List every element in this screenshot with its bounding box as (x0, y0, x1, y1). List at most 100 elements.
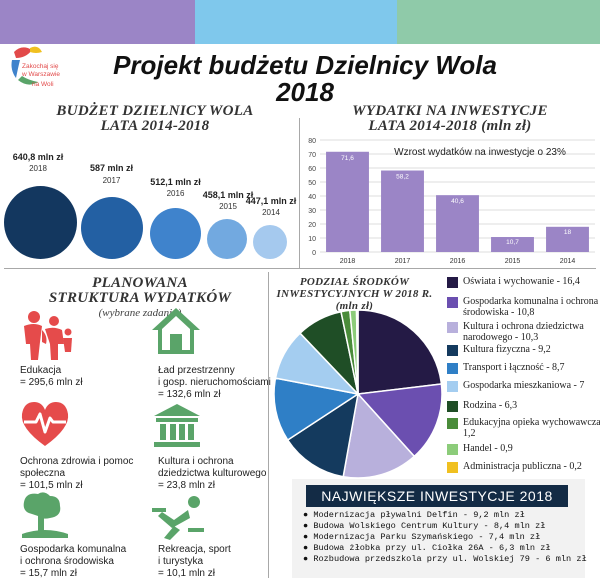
structure-label-line: i gosp. nieruchomościami (158, 377, 271, 388)
pie-legend-swatch (447, 418, 458, 429)
structure-label-line: = 295,6 mln zł (20, 377, 83, 388)
pie-legend-item: Gospodarka komunalna i ochrona środowisk… (447, 296, 600, 318)
structure-label-line: = 101,5 mln zł (20, 480, 83, 491)
investment-item: ● Rozbudowa przedszkola przy ul. Wolskie… (303, 554, 587, 564)
family-icon (24, 311, 72, 360)
budget-year-2016: 2016 (166, 189, 185, 198)
structure-label-spatial: Ład przestrzenny i gosp. nieruchomościam… (158, 365, 271, 401)
structure-label-line: Ład przestrzenny (158, 365, 235, 376)
largest-investments-list: ● Modernizacja pływalni Delfin - 9,2 mln… (303, 510, 587, 565)
bar-chart-title-line2: LATA 2014-2018 (mln zł) (368, 118, 532, 134)
pie-legend-swatch (447, 401, 458, 412)
structure-title-line1: PLANOWANA (92, 275, 188, 291)
svg-text:w Warszawie: w Warszawie (21, 71, 60, 78)
budget-value-2014: 447,1 mln zł (245, 196, 297, 206)
budget-year-2018: 2018 (29, 164, 47, 173)
pie-title-line3: (mln zł) (335, 300, 374, 312)
pie-title: PODZIAŁ ŚRODKÓW INWESTYCYJNYCH W 2018 R.… (272, 276, 437, 312)
pie-legend-item: Edukacyjna opieka wychowawcza - 1,2 (447, 417, 600, 439)
tree-icon (22, 492, 68, 538)
bar-category-label: 2014 (560, 258, 576, 265)
structure-label-line: = 10,1 mln zł (158, 568, 215, 579)
investment-item-text: Budowa żłobka przy ul. Ciołka 26A - 6,3 … (313, 543, 551, 553)
largest-investments-title: NAJWIĘKSZE INWESTYCJE 2018 (306, 485, 568, 507)
investment-pie-chart (273, 309, 443, 479)
pie-legend-item: Transport i łączność - 8,7 (447, 362, 600, 374)
budget-value-2015: 458,1 mln zł (202, 190, 254, 200)
pie-legend-label: Administracja publiczna - 0,2 (463, 461, 582, 472)
bar-chart-title: WYDATKI NA INWESTYCJE LATA 2014-2018 (ml… (310, 104, 590, 134)
wola-logo: Zakochaj się w Warszawie na Woli (11, 46, 60, 88)
pie-slice (355, 309, 359, 395)
top-color-band (0, 0, 600, 44)
pie-slice (286, 392, 360, 478)
house-icon (152, 308, 200, 354)
pie-slice (273, 377, 360, 442)
heart-pulse-icon (21, 402, 69, 446)
investment-item-text: Rozbudowa przedszkola przy ul. Wolskiej … (313, 554, 587, 564)
bar-ytick-label: 10 (308, 236, 316, 243)
pie-legend-item: Kultura fizyczna - 9,2 (447, 344, 600, 356)
investment-item-text: Modernizacja Parku Szymańskiego - 7,4 ml… (313, 532, 541, 542)
bar-value-label: 10,7 (506, 239, 519, 246)
structure-title: PLANOWANA STRUKTURA WYDATKÓW (20, 276, 260, 306)
pie-legend-swatch (447, 277, 458, 288)
bar-ytick-label: 20 (308, 222, 316, 229)
svg-text:na Woli: na Woli (32, 81, 54, 88)
pie-legend-swatch (447, 462, 458, 473)
structure-label-line: Gospodarka komunalna (20, 544, 127, 555)
structure-label-line: = 15,7 mln zł (20, 568, 77, 579)
pie-legend-label: Edukacyjna opieka wychowawcza - 1,2 (463, 417, 600, 439)
museum-icon (154, 404, 200, 447)
structure-subtitle: (wybrane zadania) (98, 307, 182, 319)
bar-2017 (381, 170, 424, 252)
pie-legend-item: Kultura i ochrona dziedzictwa narodowego… (447, 321, 600, 343)
bar-category-label: 2016 (450, 258, 466, 265)
budget-title: BUDŻET DZIELNICY WOLA LATA 2014-2018 (20, 104, 290, 134)
budget-year-2015: 2015 (219, 202, 237, 211)
budget-circle-2015 (207, 219, 247, 259)
investment-item-text: Modernizacja pływalni Delfin - 9,2 mln z… (313, 510, 525, 520)
pie-title-line2: INWESTYCYJNYCH W 2018 R. (276, 288, 433, 300)
structure-label-line: Ochrona zdrowia i pomoc (20, 456, 134, 467)
bar-ytick-label: 50 (308, 180, 316, 187)
budget-title-line1: BUDŻET DZIELNICY WOLA (56, 103, 254, 119)
bar-2015 (491, 237, 534, 252)
investment-item-text: Budowa Wolskiego Centrum Kultury - 8,4 m… (313, 521, 546, 531)
pie-legend-item: Handel - 0,9 (447, 443, 600, 455)
bar-2016 (436, 195, 479, 252)
main-title-line2: 2018 (276, 77, 334, 107)
pie-legend-item: Administracja publiczna - 0,2 (447, 461, 600, 473)
divider-vertical-top (299, 118, 300, 268)
structure-label-line: Edukacja (20, 365, 62, 376)
investment-item: ● Budowa żłobka przy ul. Ciołka 26A - 6,… (303, 543, 551, 553)
investment-item: ● Modernizacja pływalni Delfin - 9,2 mln… (303, 510, 525, 520)
band-purple (0, 0, 195, 44)
investment-bar-chart: 0 10 20 30 40 50 60 70 80 71,6 2018 58,2 2017 40,6 201… (308, 138, 595, 265)
bar-ytick-label: 80 (308, 138, 316, 145)
bar-2014 (546, 226, 589, 252)
pie-slice (357, 309, 443, 395)
main-title-line1: Projekt budżetu Dzielnicy Wola (113, 50, 497, 80)
pie-legend-label: Transport i łączność - 8,7 (463, 362, 565, 373)
pie-legend-swatch (447, 345, 458, 356)
pie-slice (356, 383, 443, 458)
structure-label-line: Rekreacja, sport (158, 544, 231, 555)
budget-value-2016: 512,1 mln zł (150, 177, 201, 187)
bar-category-label: 2017 (395, 258, 411, 265)
pie-slice (342, 392, 416, 479)
investment-item: ● Modernizacja Parku Szymańskiego - 7,4 … (303, 532, 541, 542)
pie-legend-swatch (447, 444, 458, 455)
bar-value-label: 71,6 (341, 155, 354, 162)
budget-circle-2017 (81, 197, 143, 259)
pie-legend-label: Gospodarka mieszkaniowa - 7 (463, 380, 585, 391)
structure-label-line: = 23,8 mln zł (158, 480, 215, 491)
divider-vertical-bottom (268, 272, 269, 578)
divider-horizontal (4, 268, 596, 269)
pie-legend-item: Gospodarka mieszkaniowa - 7 (447, 380, 600, 392)
bar-category-label: 2015 (505, 258, 521, 265)
pie-legend-label: Kultura fizyczna - 9,2 (463, 344, 551, 355)
structure-label-line: dziedzictwa kulturowego (158, 468, 267, 479)
bar-value-label: 40,6 (451, 198, 464, 205)
pie-legend-item: Rodzina - 6,3 (447, 400, 600, 412)
